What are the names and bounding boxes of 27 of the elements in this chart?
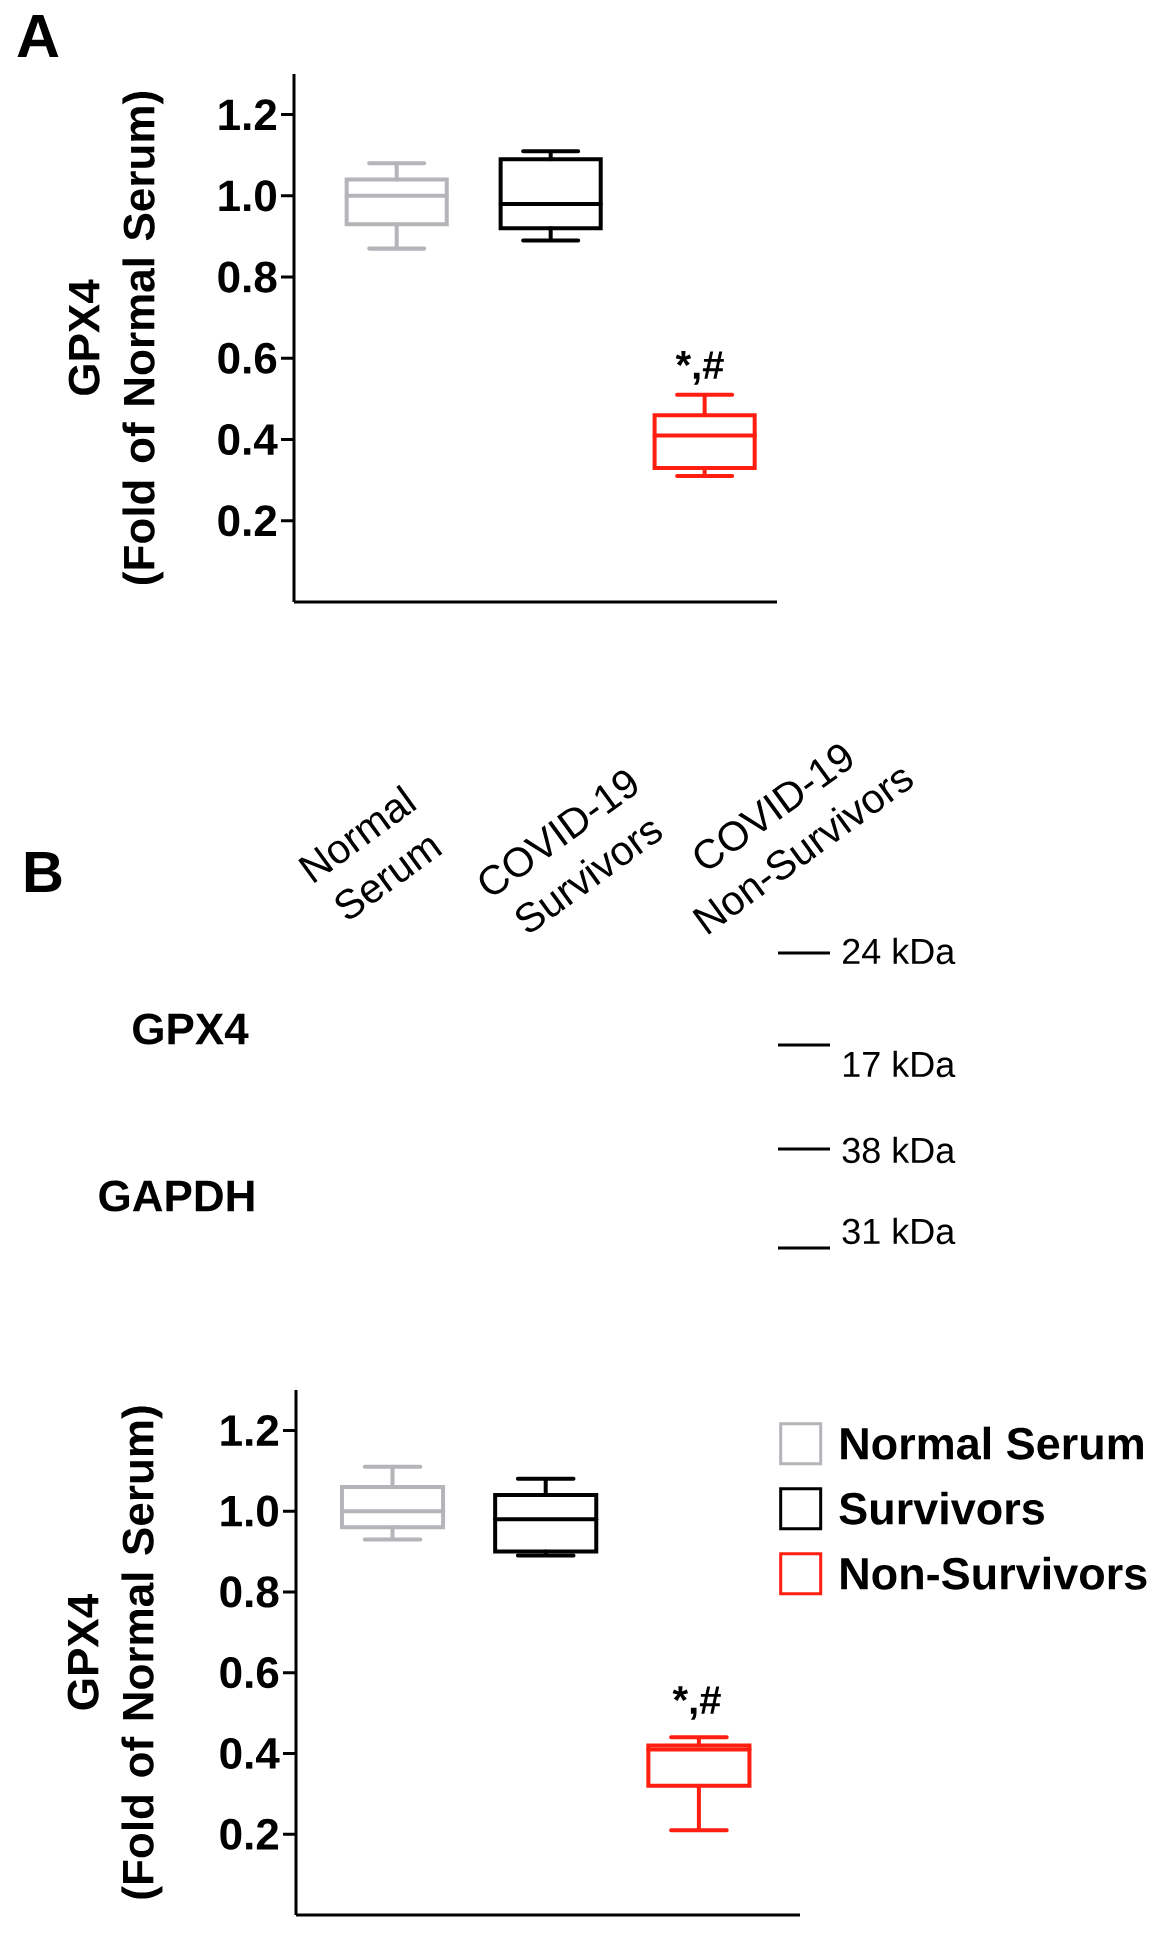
text: 31 kDa (842, 1217, 956, 1245)
annotation: *,# (675, 351, 724, 385)
text: 38 kDa (842, 1136, 956, 1164)
legend-label: Normal Serum (841, 1426, 1143, 1460)
y-tick-label: 1.0 (221, 1495, 278, 1527)
y-tick-label: 0.6 (220, 1657, 279, 1689)
y-tick-label: 0.6 (218, 342, 277, 374)
text: GAPDH (99, 1180, 254, 1212)
text: B (25, 852, 62, 892)
text: GPX4 (133, 1013, 249, 1045)
legend-label: Survivors (839, 1491, 1044, 1525)
y-tick-label: 1.2 (221, 1415, 279, 1446)
y-tick-label: 0.2 (220, 1818, 279, 1850)
y-tick-label: 1.2 (219, 99, 277, 130)
annotation: *,# (672, 1686, 721, 1720)
y-tick-label: 0.4 (218, 423, 278, 456)
text: 17 kDa (843, 1050, 956, 1078)
chart-title: A (17, 15, 59, 57)
y-tick-label: 0.2 (218, 505, 277, 537)
y-tick-label: 1.0 (219, 180, 276, 212)
y-tick-label: 0.8 (218, 261, 277, 293)
legend-label: Non-Survivors (841, 1556, 1147, 1590)
text: 24 kDa (843, 937, 956, 965)
y-tick-label: 0.8 (220, 1576, 279, 1608)
y-axis-title: GPX4 (Fold of Normal Serum) (68, 92, 164, 584)
y-tick-label: 0.4 (220, 1737, 280, 1770)
y-axis-title: GPX4 (Fold of Normal Serum) (67, 1406, 163, 1899)
